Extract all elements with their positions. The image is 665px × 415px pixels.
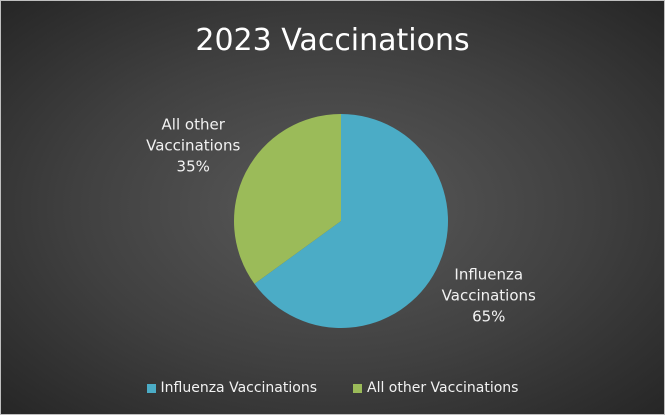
legend-label: Influenza Vaccinations bbox=[160, 380, 317, 396]
data-label: Influenza Vaccinations 65% bbox=[424, 265, 554, 328]
data-label-value: 35% bbox=[176, 157, 210, 176]
legend-item: Influenza Vaccinations bbox=[146, 380, 317, 396]
legend-label: All other Vaccinations bbox=[367, 380, 519, 396]
pie-slice bbox=[234, 114, 341, 284]
pie-slice bbox=[254, 114, 448, 328]
data-label: All other Vaccinations 35% bbox=[128, 114, 258, 177]
legend-swatch bbox=[146, 383, 156, 393]
chart-title: 2023 Vaccinations bbox=[195, 23, 470, 58]
legend: Influenza Vaccinations All other Vaccinat… bbox=[1, 380, 664, 396]
legend-swatch bbox=[353, 383, 362, 393]
data-label-value: 65% bbox=[472, 307, 506, 326]
data-label-category: All other Vaccinations bbox=[146, 115, 241, 155]
legend-item: All other Vaccinations bbox=[353, 380, 518, 396]
data-label-category: Influenza Vaccinations bbox=[441, 265, 536, 305]
